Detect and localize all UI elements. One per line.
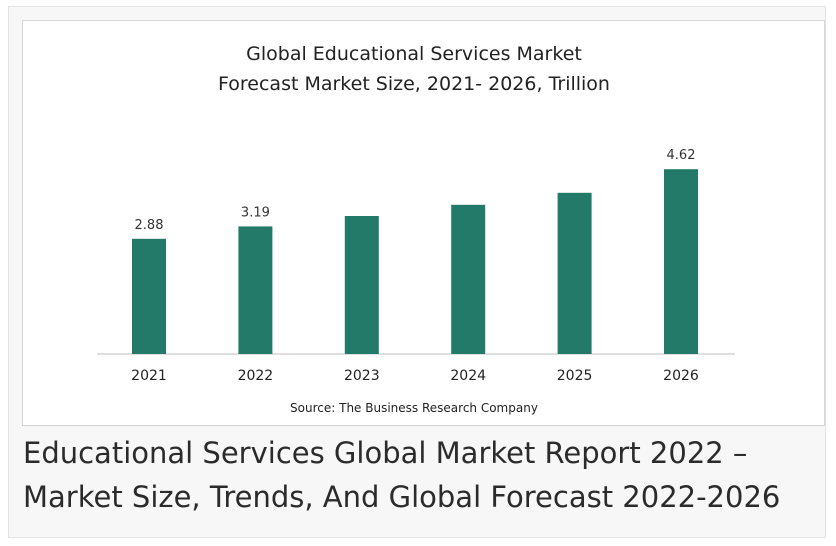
chart-panel: Global Educational Services Market Forec… (22, 20, 825, 426)
data-label-2026: 4.62 (667, 148, 696, 163)
bar-2023 (344, 216, 379, 354)
chart-source: Source: The Business Research Company (290, 401, 538, 415)
bar-2022 (238, 226, 273, 354)
chart-title-line-2: Forecast Market Size, 2021- 2026, Trilli… (218, 73, 610, 95)
bar-2026 (664, 169, 698, 354)
bars-layer: 2.88 2021 3.19 2022 2023 2024 2025 4.62 2026 (131, 148, 699, 384)
x-tick-label-2025: 2025 (557, 368, 593, 384)
bar-chart: Global Educational Services Market Forec… (97, 43, 735, 415)
data-label-2022: 3.19 (241, 205, 270, 220)
report-title[interactable]: Educational Services Global Market Repor… (23, 431, 813, 519)
bar-2025 (557, 192, 592, 354)
report-title-line-1: Educational Services Global Market Repor… (23, 436, 748, 470)
bar-2021 (132, 238, 166, 354)
x-tick-label-2026: 2026 (663, 368, 699, 384)
data-label-2021: 2.88 (135, 218, 164, 233)
chart-title-line-1: Global Educational Services Market (246, 43, 582, 65)
x-tick-label-2024: 2024 (450, 368, 486, 384)
report-card: Global Educational Services Market Forec… (8, 6, 826, 538)
x-tick-label-2023: 2023 (344, 368, 380, 384)
x-tick-label-2022: 2022 (238, 368, 274, 384)
x-tick-label-2021: 2021 (131, 368, 167, 384)
report-title-line-2: Market Size, Trends, And Global Forecast… (23, 480, 781, 514)
bar-2024 (451, 204, 486, 354)
